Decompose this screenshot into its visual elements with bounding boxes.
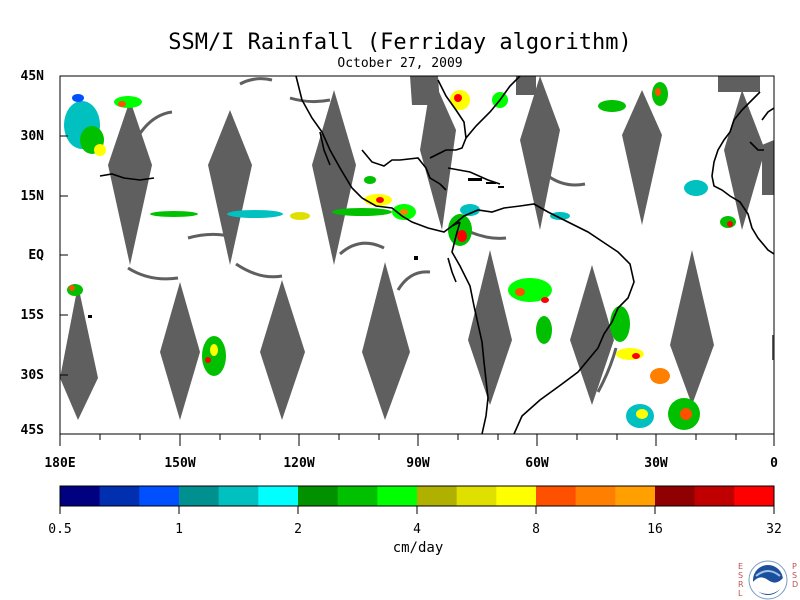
lon-label-0: 0 [770, 456, 778, 471]
noaa-logo [748, 560, 788, 600]
colorbar-swatch [298, 486, 338, 506]
lat-label-30s: 30S [20, 368, 44, 383]
colorbar-swatch [377, 486, 418, 506]
rainfall-patches [64, 82, 736, 430]
colorbar [59, 485, 775, 514]
lat-label-45n: 45N [20, 69, 44, 84]
islands [88, 178, 504, 318]
colorbar-tick-label: 0.5 [48, 522, 72, 537]
colorbar-swatch [536, 486, 576, 506]
map-title: SSM/I Rainfall (Ferriday algorithm) [168, 30, 632, 55]
colorbar-swatch [615, 486, 656, 506]
lon-label-150w: 150W [164, 456, 196, 471]
map-date: October 27, 2009 [337, 56, 463, 71]
colorbar-swatch [456, 486, 497, 506]
colorbar-swatch [734, 486, 775, 506]
lon-label-30w: 30W [644, 456, 668, 471]
axis-ticks [59, 75, 775, 446]
colorbar-swatch [337, 486, 378, 506]
colorbar-unit-label: cm/day [392, 540, 444, 556]
lat-label-15n: 15N [20, 189, 44, 204]
lat-label-30n: 30N [20, 129, 44, 144]
colorbar-swatch [694, 486, 735, 506]
colorbar-swatch [218, 486, 259, 506]
colorbar-swatch [258, 486, 299, 506]
colorbar-swatch [99, 486, 140, 506]
colorbar-swatch [496, 486, 537, 506]
colorbar-tick-label: 16 [647, 522, 663, 537]
swath-arcs [127, 77, 618, 393]
lat-label-45s: 45S [20, 423, 44, 438]
colorbar-tick-label: 2 [294, 522, 302, 537]
swath-gaps [60, 76, 774, 420]
lon-label-90w: 90W [406, 456, 430, 471]
colorbar-tick-label: 8 [532, 522, 540, 537]
colorbar-tick-label: 4 [413, 522, 421, 537]
colorbar-swatch [60, 486, 100, 506]
lat-label-15s: 15S [20, 308, 44, 323]
colorbar-swatch [655, 486, 695, 506]
colorbar-swatch [575, 486, 616, 506]
lon-label-60w: 60W [525, 456, 549, 471]
lon-label-120w: 120W [283, 456, 315, 471]
coastlines [99, 76, 774, 434]
colorbar-swatch [417, 486, 457, 506]
colorbar-swatch [179, 486, 219, 506]
colorbar-tick-label: 32 [766, 522, 782, 537]
lat-label-eq: EQ [28, 248, 44, 263]
colorbar-swatch [139, 486, 180, 506]
lon-label-180e: 180E [44, 456, 76, 471]
colorbar-tick-label: 1 [175, 522, 183, 537]
